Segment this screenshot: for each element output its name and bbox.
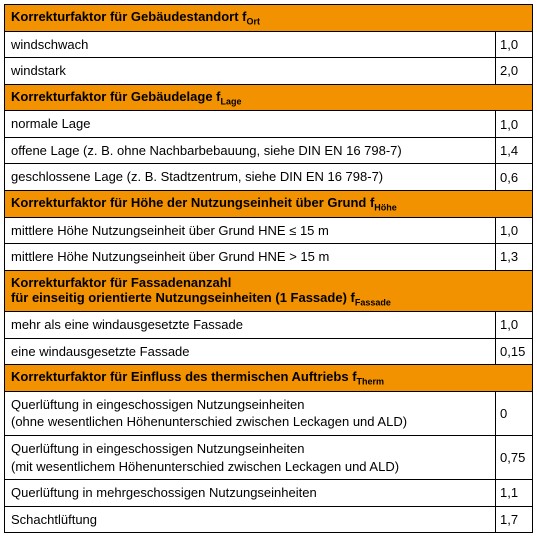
section-header: Korrekturfaktor für Einfluss des thermis… <box>5 364 532 392</box>
table-row: mittlere Höhe Nutzungseinheit über Grund… <box>5 218 532 245</box>
row-value: 1,4 <box>496 138 532 164</box>
row-value: 1,0 <box>496 32 532 58</box>
row-label: geschlossene Lage (z. B. Stadtzentrum, s… <box>5 164 496 190</box>
row-label: eine windausgesetzte Fassade <box>5 339 496 365</box>
section-header: Korrekturfaktor für Höhe der Nutzungsein… <box>5 190 532 218</box>
section-title-text: Korrekturfaktor für Einfluss des thermis… <box>11 369 357 384</box>
table-row: mehr als eine windausgesetzte Fassade1,0 <box>5 312 532 339</box>
section-title-subscript: Höhe <box>374 203 397 213</box>
table-row: Querlüftung in eingeschossigen Nutzungse… <box>5 392 532 436</box>
row-value: 1,0 <box>496 312 532 338</box>
row-label: mittlere Höhe Nutzungseinheit über Grund… <box>5 218 496 244</box>
table-row: eine windausgesetzte Fassade0,15 <box>5 339 532 365</box>
row-value: 0,15 <box>496 339 532 365</box>
table-row: Querlüftung in eingeschossigen Nutzungse… <box>5 436 532 480</box>
section-title-subscript: Lage <box>221 96 242 106</box>
row-label: Querlüftung in mehrgeschossigen Nutzungs… <box>5 480 496 506</box>
row-label: Querlüftung in eingeschossigen Nutzungse… <box>5 392 496 435</box>
row-label: mittlere Höhe Nutzungseinheit über Grund… <box>5 244 496 270</box>
section-header: Korrekturfaktor für Gebäudelage fLage <box>5 84 532 112</box>
row-value: 1,1 <box>496 480 532 506</box>
table-row: normale Lage1,0 <box>5 111 532 138</box>
section-title-subscript: Fassade <box>355 297 391 307</box>
row-value: 1,3 <box>496 244 532 270</box>
table-row: offene Lage (z. B. ohne Nachbarbebauung,… <box>5 138 532 165</box>
row-label: mehr als eine windausgesetzte Fassade <box>5 312 496 338</box>
row-value: 0,75 <box>496 436 532 479</box>
section-header: Korrekturfaktor für Gebäudestandort fOrt <box>5 5 532 32</box>
row-label: windschwach <box>5 32 496 58</box>
row-value: 0 <box>496 392 532 435</box>
row-value: 1,0 <box>496 218 532 244</box>
section-header: Korrekturfaktor für Fassadenanzahlfür ei… <box>5 270 532 313</box>
table-row: Schachtlüftung1,7 <box>5 507 532 533</box>
table-row: windschwach1,0 <box>5 32 532 59</box>
row-label: windstark <box>5 58 496 84</box>
row-label: offene Lage (z. B. ohne Nachbarbebauung,… <box>5 138 496 164</box>
table-row: Querlüftung in mehrgeschossigen Nutzungs… <box>5 480 532 507</box>
section-title-text: für einseitig orientierte Nutzungseinhei… <box>11 290 355 305</box>
row-label: Schachtlüftung <box>5 507 496 533</box>
row-value: 2,0 <box>496 58 532 84</box>
table-row: geschlossene Lage (z. B. Stadtzentrum, s… <box>5 164 532 190</box>
row-value: 0,6 <box>496 164 532 190</box>
row-value: 1,7 <box>496 507 532 533</box>
table-row: windstark2,0 <box>5 58 532 84</box>
section-title-text: Korrekturfaktor für Höhe der Nutzungsein… <box>11 195 374 210</box>
section-title-subscript: Therm <box>357 377 385 387</box>
row-value: 1,0 <box>496 111 532 137</box>
correction-factor-table: Korrekturfaktor für Gebäudestandort fOrt… <box>4 4 533 533</box>
table-row: mittlere Höhe Nutzungseinheit über Grund… <box>5 244 532 270</box>
section-title-text: Korrekturfaktor für Gebäudestandort f <box>11 9 246 24</box>
section-title-text: Korrekturfaktor für Fassadenanzahl <box>11 275 231 290</box>
section-title-subscript: Ort <box>246 17 260 27</box>
row-label: normale Lage <box>5 111 496 137</box>
row-label: Querlüftung in eingeschossigen Nutzungse… <box>5 436 496 479</box>
section-title-text: Korrekturfaktor für Gebäudelage f <box>11 89 221 104</box>
